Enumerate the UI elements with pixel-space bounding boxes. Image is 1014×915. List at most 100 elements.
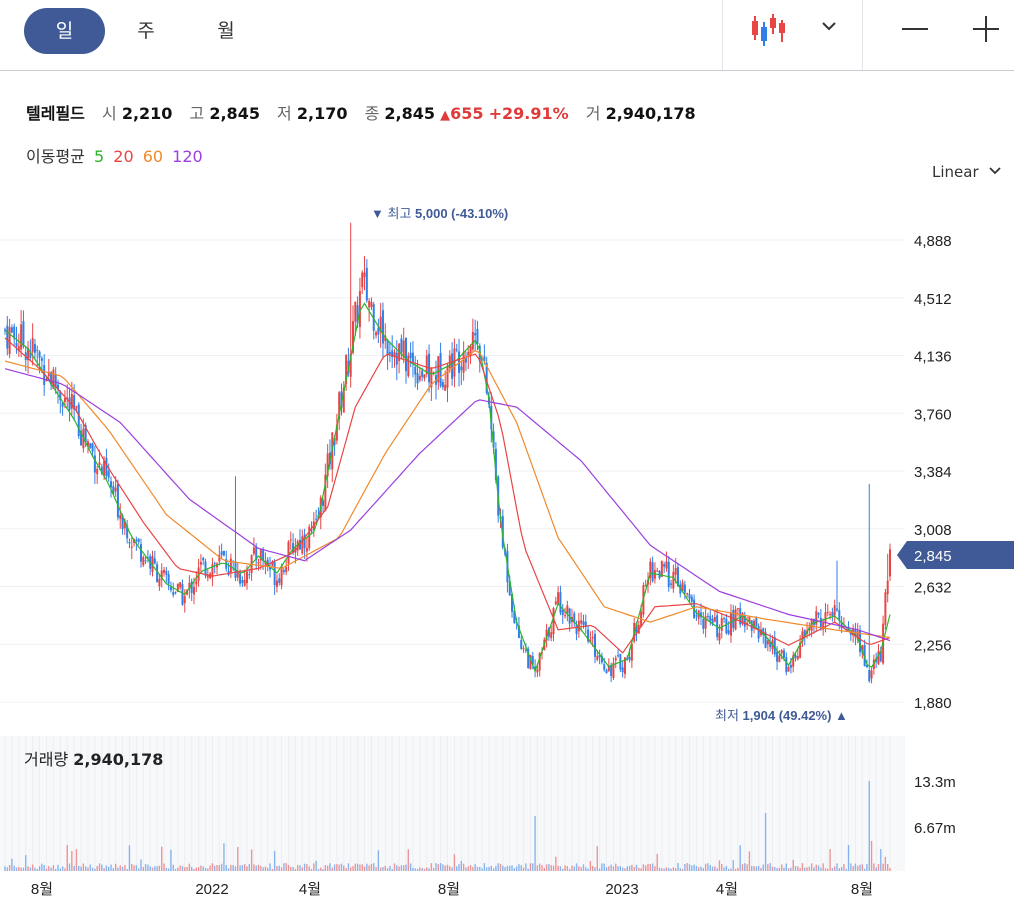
volume-bar [483,863,486,871]
volume-bar [580,867,582,871]
candle-body [550,632,553,639]
candle-body [801,631,804,642]
volume-bar [165,867,168,871]
candle-body [437,356,440,383]
candle-body [379,316,382,332]
volume-bar [591,865,594,871]
scale-dropdown[interactable]: Linear [932,163,1003,181]
volume-bar [626,866,628,871]
volume-bar [527,868,529,871]
volume-bar [167,868,170,871]
candle-body [460,366,463,371]
volume-bar [693,864,695,871]
high-label: 고 [189,104,205,123]
volume-bar [723,867,725,871]
volume-bar [845,868,847,871]
candle-body [545,629,548,641]
plus-icon[interactable] [971,14,1001,44]
volume-bar [368,865,370,871]
volume-bar [474,864,476,871]
volume-bar [230,864,232,871]
volume-bar [158,865,161,871]
candle-body [248,574,251,576]
price-tick: 2,632 [914,580,952,597]
candle-body [174,592,177,594]
volume-bar [105,865,108,871]
candle-body [222,550,225,556]
chevron-down-icon[interactable] [818,16,840,36]
volume-bar [536,865,539,871]
volume-bar [350,867,352,871]
volume-bar [207,868,209,871]
volume-bar [831,867,834,871]
volume-bar [271,868,274,871]
candle-body [411,352,414,363]
candle-body [596,655,599,660]
volume-bar [218,865,221,871]
volume-panel-bg [0,736,905,871]
candle-body [785,657,788,673]
tab-monthly[interactable]: 월 [217,20,235,42]
candlestick-icon[interactable] [750,12,790,48]
volume-bar [257,864,260,871]
volume-bar [810,863,813,871]
volume-bar [725,865,728,871]
volume-bar [460,860,463,871]
volume-bar [320,867,322,871]
volume-grid [0,736,905,871]
price-tick: 1,880 [914,695,952,712]
tab-daily[interactable]: 일 [24,8,105,54]
volume-bar [573,866,575,871]
volume-bar [301,867,304,871]
candle-body [520,640,523,649]
candle-body [414,366,417,375]
candle-body [22,321,25,347]
candle-body [393,352,396,357]
candle-body [630,643,633,661]
time-tick: 2023 [605,881,638,898]
volume-bar [610,864,612,871]
volume-bar [476,866,479,871]
volume-bar [453,854,456,871]
minus-icon[interactable] [900,14,930,44]
volume-bar [386,868,389,871]
volume-bar [313,863,315,871]
high-value: 2,845 [209,104,260,123]
candle-body [416,373,419,384]
volume-bar [658,867,661,871]
volume-bar [223,843,225,871]
candle-body [623,657,626,674]
candle-body [165,570,168,575]
volume-bar [479,866,481,871]
candle-body [743,615,746,627]
candle-body [257,562,260,564]
price-tick: 2,256 [914,637,952,654]
candle-body [580,620,583,624]
volume-bar [4,866,6,871]
candle-body [116,483,119,518]
price-chart[interactable]: 4,888 4,512 4,136 3,760 3,384 3,008 2,632 2,256… [0,180,1014,910]
volume-bar [575,863,578,871]
time-axis: 8월 2022 4월 8월 2023 4월 8월 [31,881,873,898]
candle-body [80,430,83,446]
candle-body [750,620,753,631]
volume-bar [36,868,38,871]
volume-bar [347,863,350,871]
candle-body [119,515,122,519]
candle-body [130,546,133,548]
volume-bar [315,860,317,871]
volume-bar [184,867,186,871]
candle-body [52,369,55,389]
candle-body [252,547,255,554]
moving-average-legend[interactable]: 이동평균 5 20 60 120 [26,143,203,167]
volume-bar [117,867,119,871]
candle-body [517,625,520,638]
price-axis: 4,888 4,512 4,136 3,760 3,384 3,008 2,632 2,256… [914,233,952,712]
candle-body [405,337,408,372]
tab-weekly[interactable]: 주 [137,20,155,42]
volume-bar [82,863,85,871]
candle-body [762,628,765,636]
stock-name: 텔레필드 [26,104,85,123]
volume-bar [379,867,382,871]
volume-bar [472,866,474,871]
